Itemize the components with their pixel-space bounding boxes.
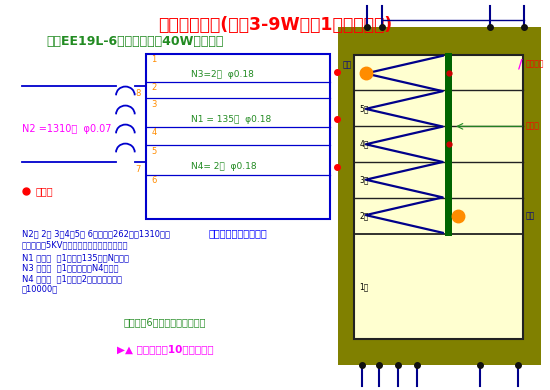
Text: 7: 7: [135, 165, 141, 174]
Text: 绝缘处理: 绝缘处理: [526, 60, 544, 69]
Bar: [146, 54, 330, 219]
Text: 终点: 终点: [526, 211, 535, 220]
Text: 9: 9: [487, 0, 492, 2]
Text: 5: 5: [151, 147, 157, 156]
Text: 6槽: 6槽: [359, 68, 369, 77]
Text: N2 =1310匝  φ0.07: N2 =1310匝 φ0.07: [22, 124, 112, 134]
Text: N4 绕组：  在1槽内绕2匝与外部绝缘。: N4 绕组： 在1槽内绕2匝与外部绝缘。: [22, 274, 122, 283]
Text: 3: 3: [151, 100, 157, 109]
Text: 做10000个: 做10000个: [22, 284, 58, 294]
Text: 5槽: 5槽: [359, 104, 369, 113]
Text: 4槽: 4槽: [359, 140, 369, 149]
Text: N2在 2槽 3槽4槽5槽 6槽内各绕262匝共1310匝。: N2在 2槽 3槽4槽5槽 6槽内各绕262匝共1310匝。: [22, 229, 170, 239]
Text: 2: 2: [151, 83, 157, 92]
Text: 说明：用6槽骨架的磁芯不发热: 说明：用6槽骨架的磁芯不发热: [124, 317, 206, 327]
Bar: [338, 27, 541, 365]
Text: 7: 7: [365, 0, 370, 2]
Text: 8: 8: [135, 89, 141, 98]
Text: 8: 8: [379, 0, 385, 2]
Text: 同名端: 同名端: [36, 186, 53, 196]
Text: 绝缘管: 绝缘管: [526, 122, 540, 131]
Bar: [354, 55, 523, 339]
Text: /: /: [518, 58, 522, 71]
Text: 10: 10: [518, 0, 529, 2]
Text: N3 绕组：  在1槽内绕匝与N4绝缘。: N3 绕组： 在1槽内绕匝与N4绝缘。: [22, 263, 118, 273]
Text: 4: 4: [151, 128, 157, 137]
Text: 3槽: 3槽: [359, 176, 369, 184]
Bar: [445, 53, 452, 236]
Text: 1槽: 1槽: [359, 282, 369, 291]
Text: 起点: 起点: [343, 60, 352, 69]
Text: 型号EE19L-6槽骨架（参考40W电路图）: 型号EE19L-6槽骨架（参考40W电路图）: [46, 35, 223, 48]
Text: 磁芯与磁芯不保留间隙: 磁芯与磁芯不保留间隙: [208, 228, 267, 238]
Text: N1 绕组：  在1槽内绕135匝与N绝缘。: N1 绕组： 在1槽内绕135匝与N绝缘。: [22, 253, 129, 262]
Text: N4= 2匝  φ0.18: N4= 2匝 φ0.18: [191, 162, 257, 172]
Text: 高压引线用5KV耐压绝缘管引出延伸到焊脚。: 高压引线用5KV耐压绝缘管引出延伸到焊脚。: [22, 240, 129, 249]
Text: N1 = 135匝  φ0.18: N1 = 135匝 φ0.18: [191, 115, 272, 124]
Text: N3=2匝  φ0.18: N3=2匝 φ0.18: [191, 70, 254, 80]
Text: ▶▲ 表示此处和10脚容易打火: ▶▲ 表示此处和10脚容易打火: [117, 344, 213, 354]
Text: 2槽: 2槽: [359, 211, 369, 220]
Text: 1: 1: [151, 55, 157, 64]
Text: 6: 6: [151, 176, 157, 185]
Text: 霓虹灯变压器(输出3-9W适合1米下的灯管): 霓虹灯变压器(输出3-9W适合1米下的灯管): [158, 16, 392, 34]
